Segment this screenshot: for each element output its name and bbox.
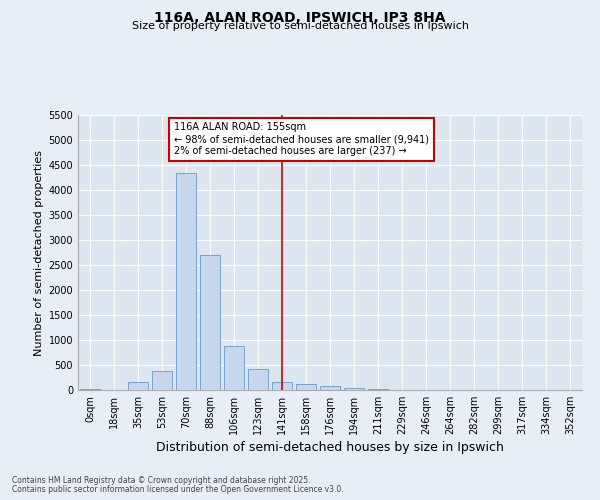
Text: Contains HM Land Registry data © Crown copyright and database right 2025.: Contains HM Land Registry data © Crown c… bbox=[12, 476, 311, 485]
Bar bbox=[80, 389, 100, 390]
Bar bbox=[176, 172, 196, 390]
Bar bbox=[344, 388, 364, 390]
X-axis label: Distribution of semi-detached houses by size in Ipswich: Distribution of semi-detached houses by … bbox=[156, 441, 504, 454]
Bar bbox=[272, 382, 292, 390]
Bar bbox=[152, 370, 172, 390]
Bar bbox=[224, 346, 244, 390]
Bar bbox=[320, 386, 340, 390]
Y-axis label: Number of semi-detached properties: Number of semi-detached properties bbox=[34, 150, 44, 356]
Text: Contains public sector information licensed under the Open Government Licence v3: Contains public sector information licen… bbox=[12, 485, 344, 494]
Bar bbox=[296, 384, 316, 390]
Text: Size of property relative to semi-detached houses in Ipswich: Size of property relative to semi-detach… bbox=[131, 21, 469, 31]
Bar bbox=[200, 255, 220, 390]
Text: 116A ALAN ROAD: 155sqm
← 98% of semi-detached houses are smaller (9,941)
2% of s: 116A ALAN ROAD: 155sqm ← 98% of semi-det… bbox=[174, 122, 429, 156]
Bar bbox=[248, 369, 268, 390]
Bar bbox=[368, 389, 388, 390]
Text: 116A, ALAN ROAD, IPSWICH, IP3 8HA: 116A, ALAN ROAD, IPSWICH, IP3 8HA bbox=[154, 11, 446, 25]
Bar bbox=[128, 382, 148, 390]
